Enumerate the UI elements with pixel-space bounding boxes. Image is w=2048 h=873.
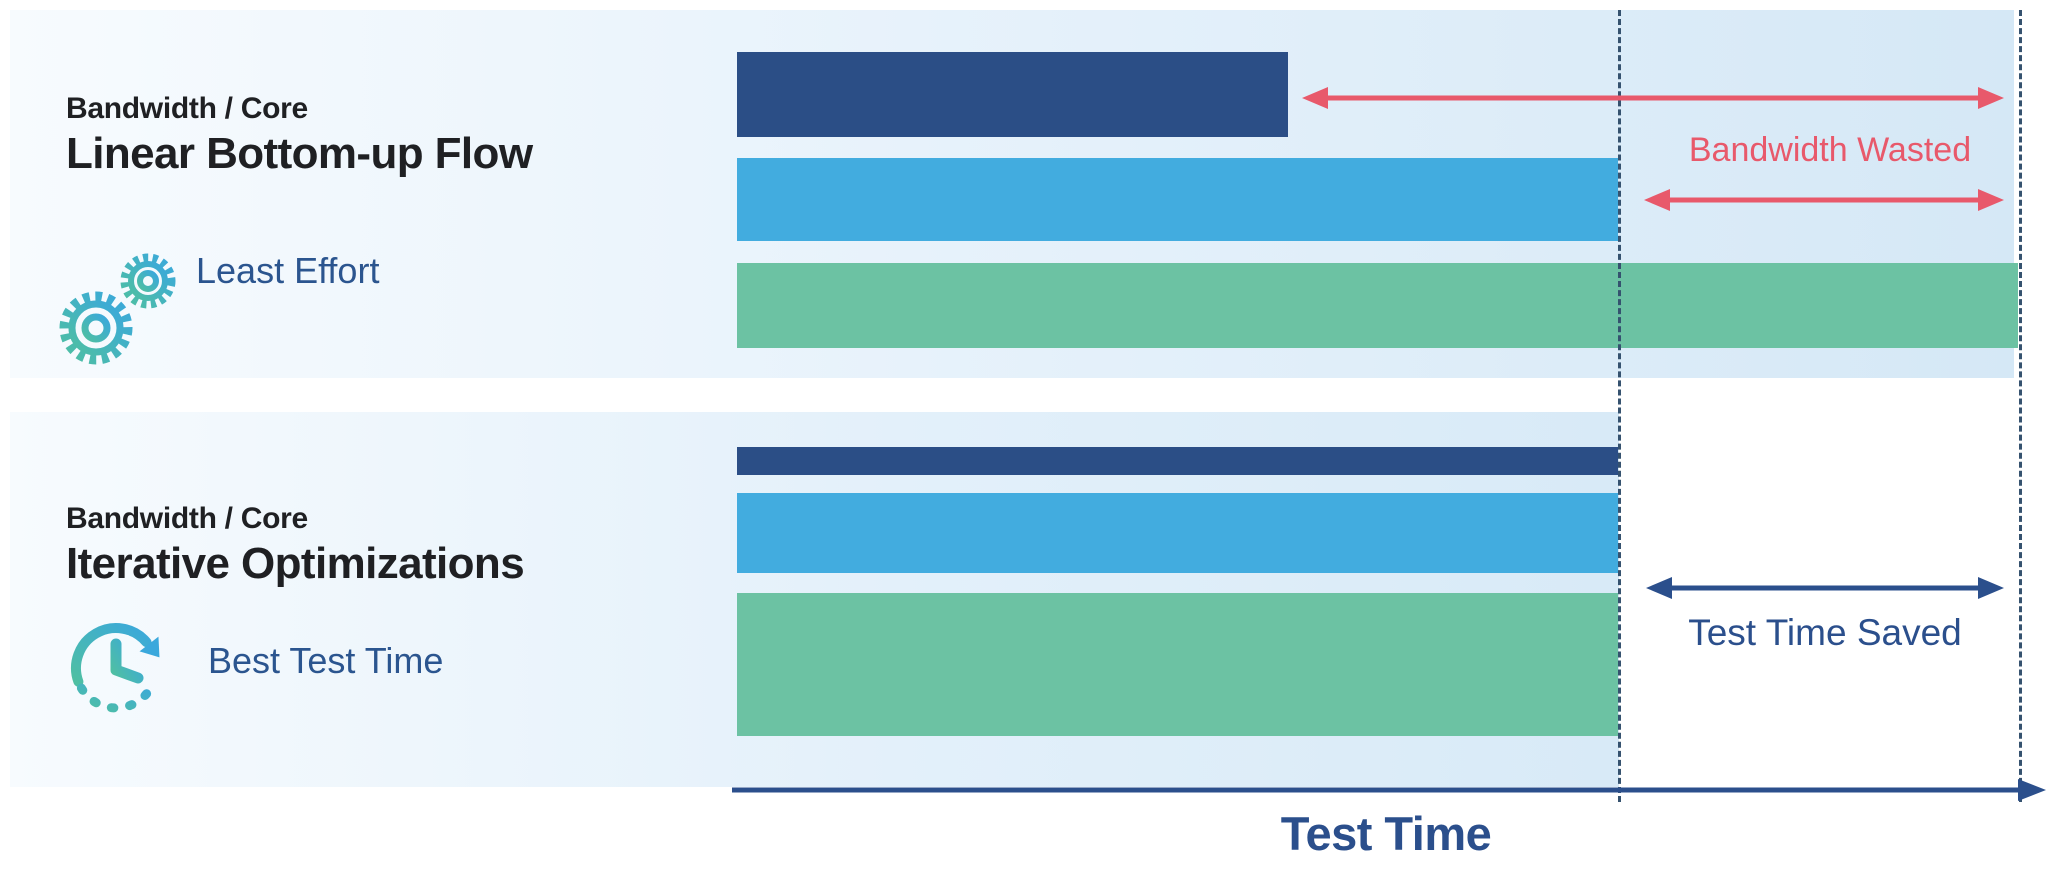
linear-flow-title: Linear Bottom-up Flow bbox=[66, 128, 533, 178]
bandwidth-wasted-arrow-bottom bbox=[1644, 189, 2004, 211]
clock-arrow-icon bbox=[71, 623, 160, 713]
iterative-title-block: Bandwidth / Core Iterative Optimizations bbox=[66, 502, 525, 588]
test-time-axis-label: Test Time bbox=[1280, 807, 1492, 860]
linear-flow-subtitle: Bandwidth / Core bbox=[66, 92, 308, 125]
bandwidth-wasted-label: Bandwidth Wasted bbox=[1688, 131, 1972, 169]
linear-bottom-up-flow-green-bar bbox=[737, 263, 2018, 348]
gears-icon bbox=[59, 253, 176, 365]
optimized-finish-guide-line bbox=[1618, 10, 1621, 802]
test-time-axis bbox=[732, 779, 2046, 801]
linear-flow-title-block: Bandwidth / Core Linear Bottom-up Flow bbox=[66, 92, 533, 178]
iterative-optimizations-green-bar bbox=[737, 593, 1618, 736]
best-test-time-label: Best Test Time bbox=[208, 640, 444, 681]
linear-bottom-up-flow-navy-bar bbox=[737, 52, 1288, 137]
linear-bottom-up-flow-blue-bar bbox=[737, 158, 1618, 241]
iterative-subtitle: Bandwidth / Core bbox=[66, 502, 308, 535]
bandwidth-wasted-arrow-top bbox=[1302, 87, 2004, 109]
iterative-optimizations-blue-bar bbox=[737, 493, 1618, 573]
unoptimized-finish-guide-line bbox=[2019, 10, 2022, 802]
iterative-title: Iterative Optimizations bbox=[66, 538, 525, 588]
least-effort-label: Least Effort bbox=[196, 250, 380, 291]
iterative-optimizations-navy-bar bbox=[737, 447, 1618, 475]
test-time-saved-label: Test Time Saved bbox=[1688, 612, 1962, 653]
test-time-saved-arrow bbox=[1646, 577, 2004, 599]
